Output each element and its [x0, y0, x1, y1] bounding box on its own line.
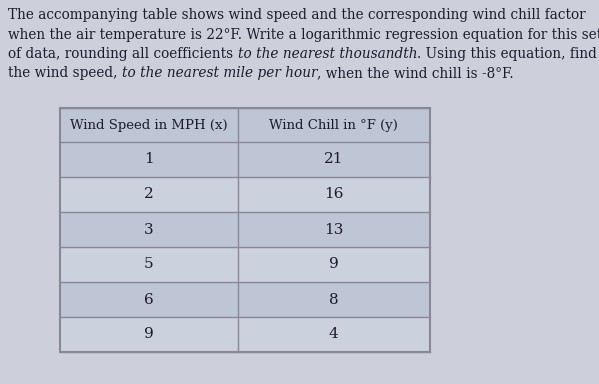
Bar [60, 108, 430, 352]
Text: the wind speed,: the wind speed, [8, 66, 122, 81]
Text: 6: 6 [144, 293, 154, 306]
Bar [60, 212, 430, 247]
Text: 21: 21 [324, 152, 344, 167]
Bar [60, 142, 430, 177]
Text: 16: 16 [324, 187, 344, 202]
Text: of data, rounding all coefficients: of data, rounding all coefficients [8, 47, 237, 61]
Text: 1: 1 [144, 152, 154, 167]
Text: when the air temperature is 22°F. Write a logarithmic regression equation for th: when the air temperature is 22°F. Write … [8, 28, 599, 41]
Bar [60, 317, 430, 352]
Bar [60, 247, 430, 282]
Bar [60, 177, 430, 212]
Text: , when the wind chill is -8°F.: , when the wind chill is -8°F. [317, 66, 514, 81]
Text: 13: 13 [324, 222, 343, 237]
Text: 5: 5 [144, 258, 153, 271]
Bar [60, 108, 430, 352]
Text: to the nearest mile per hour: to the nearest mile per hour [122, 66, 317, 81]
Text: 3: 3 [144, 222, 153, 237]
Text: The accompanying table shows wind speed and the corresponding wind chill factor: The accompanying table shows wind speed … [8, 8, 586, 22]
Text: 2: 2 [144, 187, 154, 202]
Bar [60, 282, 430, 317]
Text: 8: 8 [329, 293, 338, 306]
Text: to the nearest thousandth: to the nearest thousandth [237, 47, 417, 61]
Text: 9: 9 [329, 258, 338, 271]
Text: 4: 4 [329, 328, 338, 341]
Text: 9: 9 [144, 328, 154, 341]
Text: Wind Chill in °F (y): Wind Chill in °F (y) [270, 119, 398, 131]
Text: Wind Speed in MPH (x): Wind Speed in MPH (x) [70, 119, 228, 131]
Text: . Using this equation, find: . Using this equation, find [417, 47, 597, 61]
Bar [60, 108, 430, 142]
